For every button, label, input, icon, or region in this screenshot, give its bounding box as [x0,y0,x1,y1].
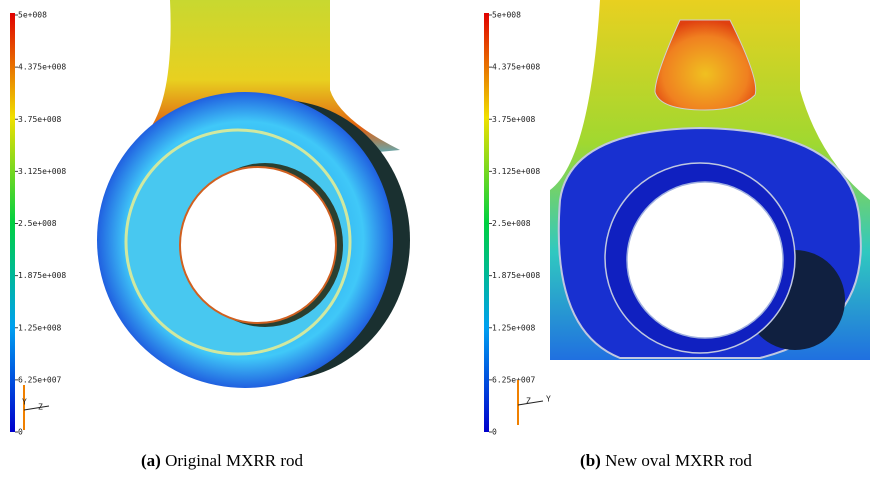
caption-text: New oval MXRR rod [605,451,752,470]
colorbar-label: 3.75e+008 [18,115,62,124]
axis-label: Z [526,397,531,406]
axis-label: Y [546,395,551,404]
figure: 5e+008 4.375e+008 3.75e+008 3.125e+008 2.5e+… [0,0,889,479]
colorbar-label: 3.75e+008 [492,115,536,124]
axis-label: Z [38,403,43,412]
caption-tag: (b) [580,451,601,470]
colorbar-label: 3.125e+008 [18,167,66,176]
colorbar-label: 1.875e+008 [18,271,66,280]
colorbar-label: 1.25e+008 [492,323,536,332]
caption: (b) New oval MXRR rod [580,451,752,470]
colorbar-label: 1.875e+008 [492,271,540,280]
colorbar-label: 2.5e+008 [18,219,57,228]
colorbar-label: 6.25e+007 [18,375,62,384]
colorbar-label: 0 [18,428,23,437]
rod-a [97,0,410,388]
colorbar-label: 5e+008 [18,11,47,20]
bore [627,182,783,338]
caption: (a) Original MXRR rod [141,451,303,470]
colorbar-label: 0 [492,428,497,437]
colorbar-label: 6.25e+007 [492,375,536,384]
rod-b [550,0,870,360]
colorbar [10,13,15,432]
axis-label: Y [22,398,27,407]
colorbar-label: 5e+008 [492,11,521,20]
bore [180,167,336,323]
caption-text: Original MXRR rod [165,451,303,470]
colorbar [484,13,489,432]
colorbar-label: 4.375e+008 [18,63,66,72]
axis-triad [24,406,49,410]
colorbar-label: 4.375e+008 [492,63,540,72]
colorbar-label: 2.5e+008 [492,219,531,228]
caption-tag: (a) [141,451,161,470]
colorbar-label: 3.125e+008 [492,167,540,176]
colorbar-label: 1.25e+008 [18,323,62,332]
